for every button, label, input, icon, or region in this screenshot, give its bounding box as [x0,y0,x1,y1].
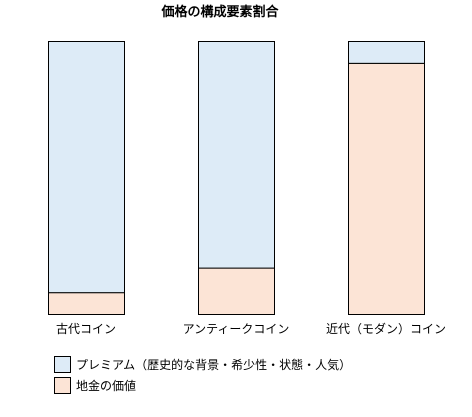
bar-group [48,41,425,316]
category-labels: 古代コイン アンティークコイン 近代（モダン）コイン [56,321,446,336]
bar-premium-1 [48,41,125,294]
bar-premium-2 [198,41,275,269]
bar-bullion-1 [48,292,125,316]
legend: プレミアム（歴史的な背景・希少性・状態・人気） 地金の価値 [54,356,351,394]
legend-label-premium: プレミアム（歴史的な背景・希少性・状態・人気） [76,357,351,372]
legend-label-bullion: 地金の価値 [76,378,136,393]
category-label-3: 近代（モダン）コイン [326,321,446,336]
bar-premium-3 [348,41,425,64]
chart-title: 価格の構成要素割合 [160,4,279,20]
category-label-2: アンティークコイン [183,322,290,336]
category-label-1: 古代コイン [56,321,116,336]
bar-bullion-2 [198,267,275,315]
legend-swatch-premium [54,356,71,373]
bar-bullion-3 [348,62,425,316]
legend-swatch-bullion [54,377,71,394]
